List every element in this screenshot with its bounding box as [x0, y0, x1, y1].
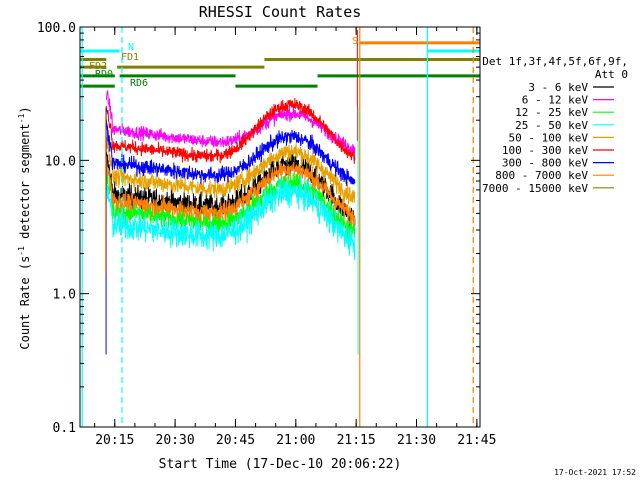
legend-header-attenuator: Att 0 — [595, 68, 628, 81]
x-tick-label: 21:00 — [276, 433, 315, 448]
series-line — [105, 136, 356, 204]
vertical-marker-layer — [81, 27, 474, 427]
series-line — [105, 119, 356, 187]
x-axis: 20:15 20:30 20:45 21:00 21:15 21:30 21:45 — [94, 27, 496, 448]
y-axis-label: Count Rate (s-1 detector segment-1) — [17, 106, 32, 349]
x-tick-label: 20:45 — [216, 433, 255, 448]
x-tick-label: 21:45 — [457, 433, 496, 448]
x-tick-label: 21:30 — [397, 433, 436, 448]
legend-entry-label: 12 - 25 keV — [515, 106, 588, 119]
legend-entry-label: 800 - 7000 keV — [495, 169, 588, 182]
legend: Det 1f,3f,4f,5f,6f,9f, Att 0 3 - 6 keV6 … — [482, 55, 628, 195]
series-line — [105, 156, 356, 227]
state-bar-label: RD6 — [130, 78, 148, 89]
plot-frame — [79, 26, 481, 428]
x-tick-label: 21:15 — [337, 433, 376, 448]
legend-entry-label: 6 - 12 keV — [522, 94, 589, 107]
series-line — [105, 98, 356, 164]
series-line — [105, 90, 356, 156]
generation-timestamp: 17-Oct-2021 17:52 — [554, 468, 636, 477]
state-bar-label: FD1 — [121, 52, 139, 63]
y-tick-label: 10.0 — [45, 154, 76, 169]
legend-entry-label: 25 - 50 keV — [515, 119, 588, 132]
chart-title: RHESSI Count Rates — [199, 3, 362, 21]
x-tick-label: 20:30 — [156, 433, 195, 448]
y-tick-label: 0.1 — [53, 421, 76, 436]
legend-header-detectors: Det 1f,3f,4f,5f,6f,9f, — [482, 55, 628, 68]
legend-entry-label: 100 - 300 keV — [502, 144, 588, 157]
legend-entry-label: 50 - 100 keV — [509, 131, 589, 144]
state-bar-label: N — [128, 42, 134, 53]
y-tick-label: 1.0 — [53, 288, 76, 303]
x-axis-label: Start Time (17-Dec-10 20:06:22) — [159, 457, 402, 472]
legend-entry-label: 3 - 6 keV — [528, 81, 588, 94]
state-bar-label: S — [352, 36, 358, 47]
state-bar-label: FD2 — [89, 61, 107, 72]
state-bar-label: RD0 — [95, 69, 113, 80]
y-axis: 0.1 1.0 10.0 100.0 — [37, 21, 480, 436]
series-layer — [105, 29, 359, 355]
y-tick-label: 100.0 — [37, 21, 76, 36]
legend-entry-label: 300 - 800 keV — [502, 157, 588, 170]
legend-entry-label: 7000 - 15000 keV — [482, 182, 588, 195]
series-line — [105, 173, 356, 261]
x-tick-label: 20:15 — [95, 433, 134, 448]
